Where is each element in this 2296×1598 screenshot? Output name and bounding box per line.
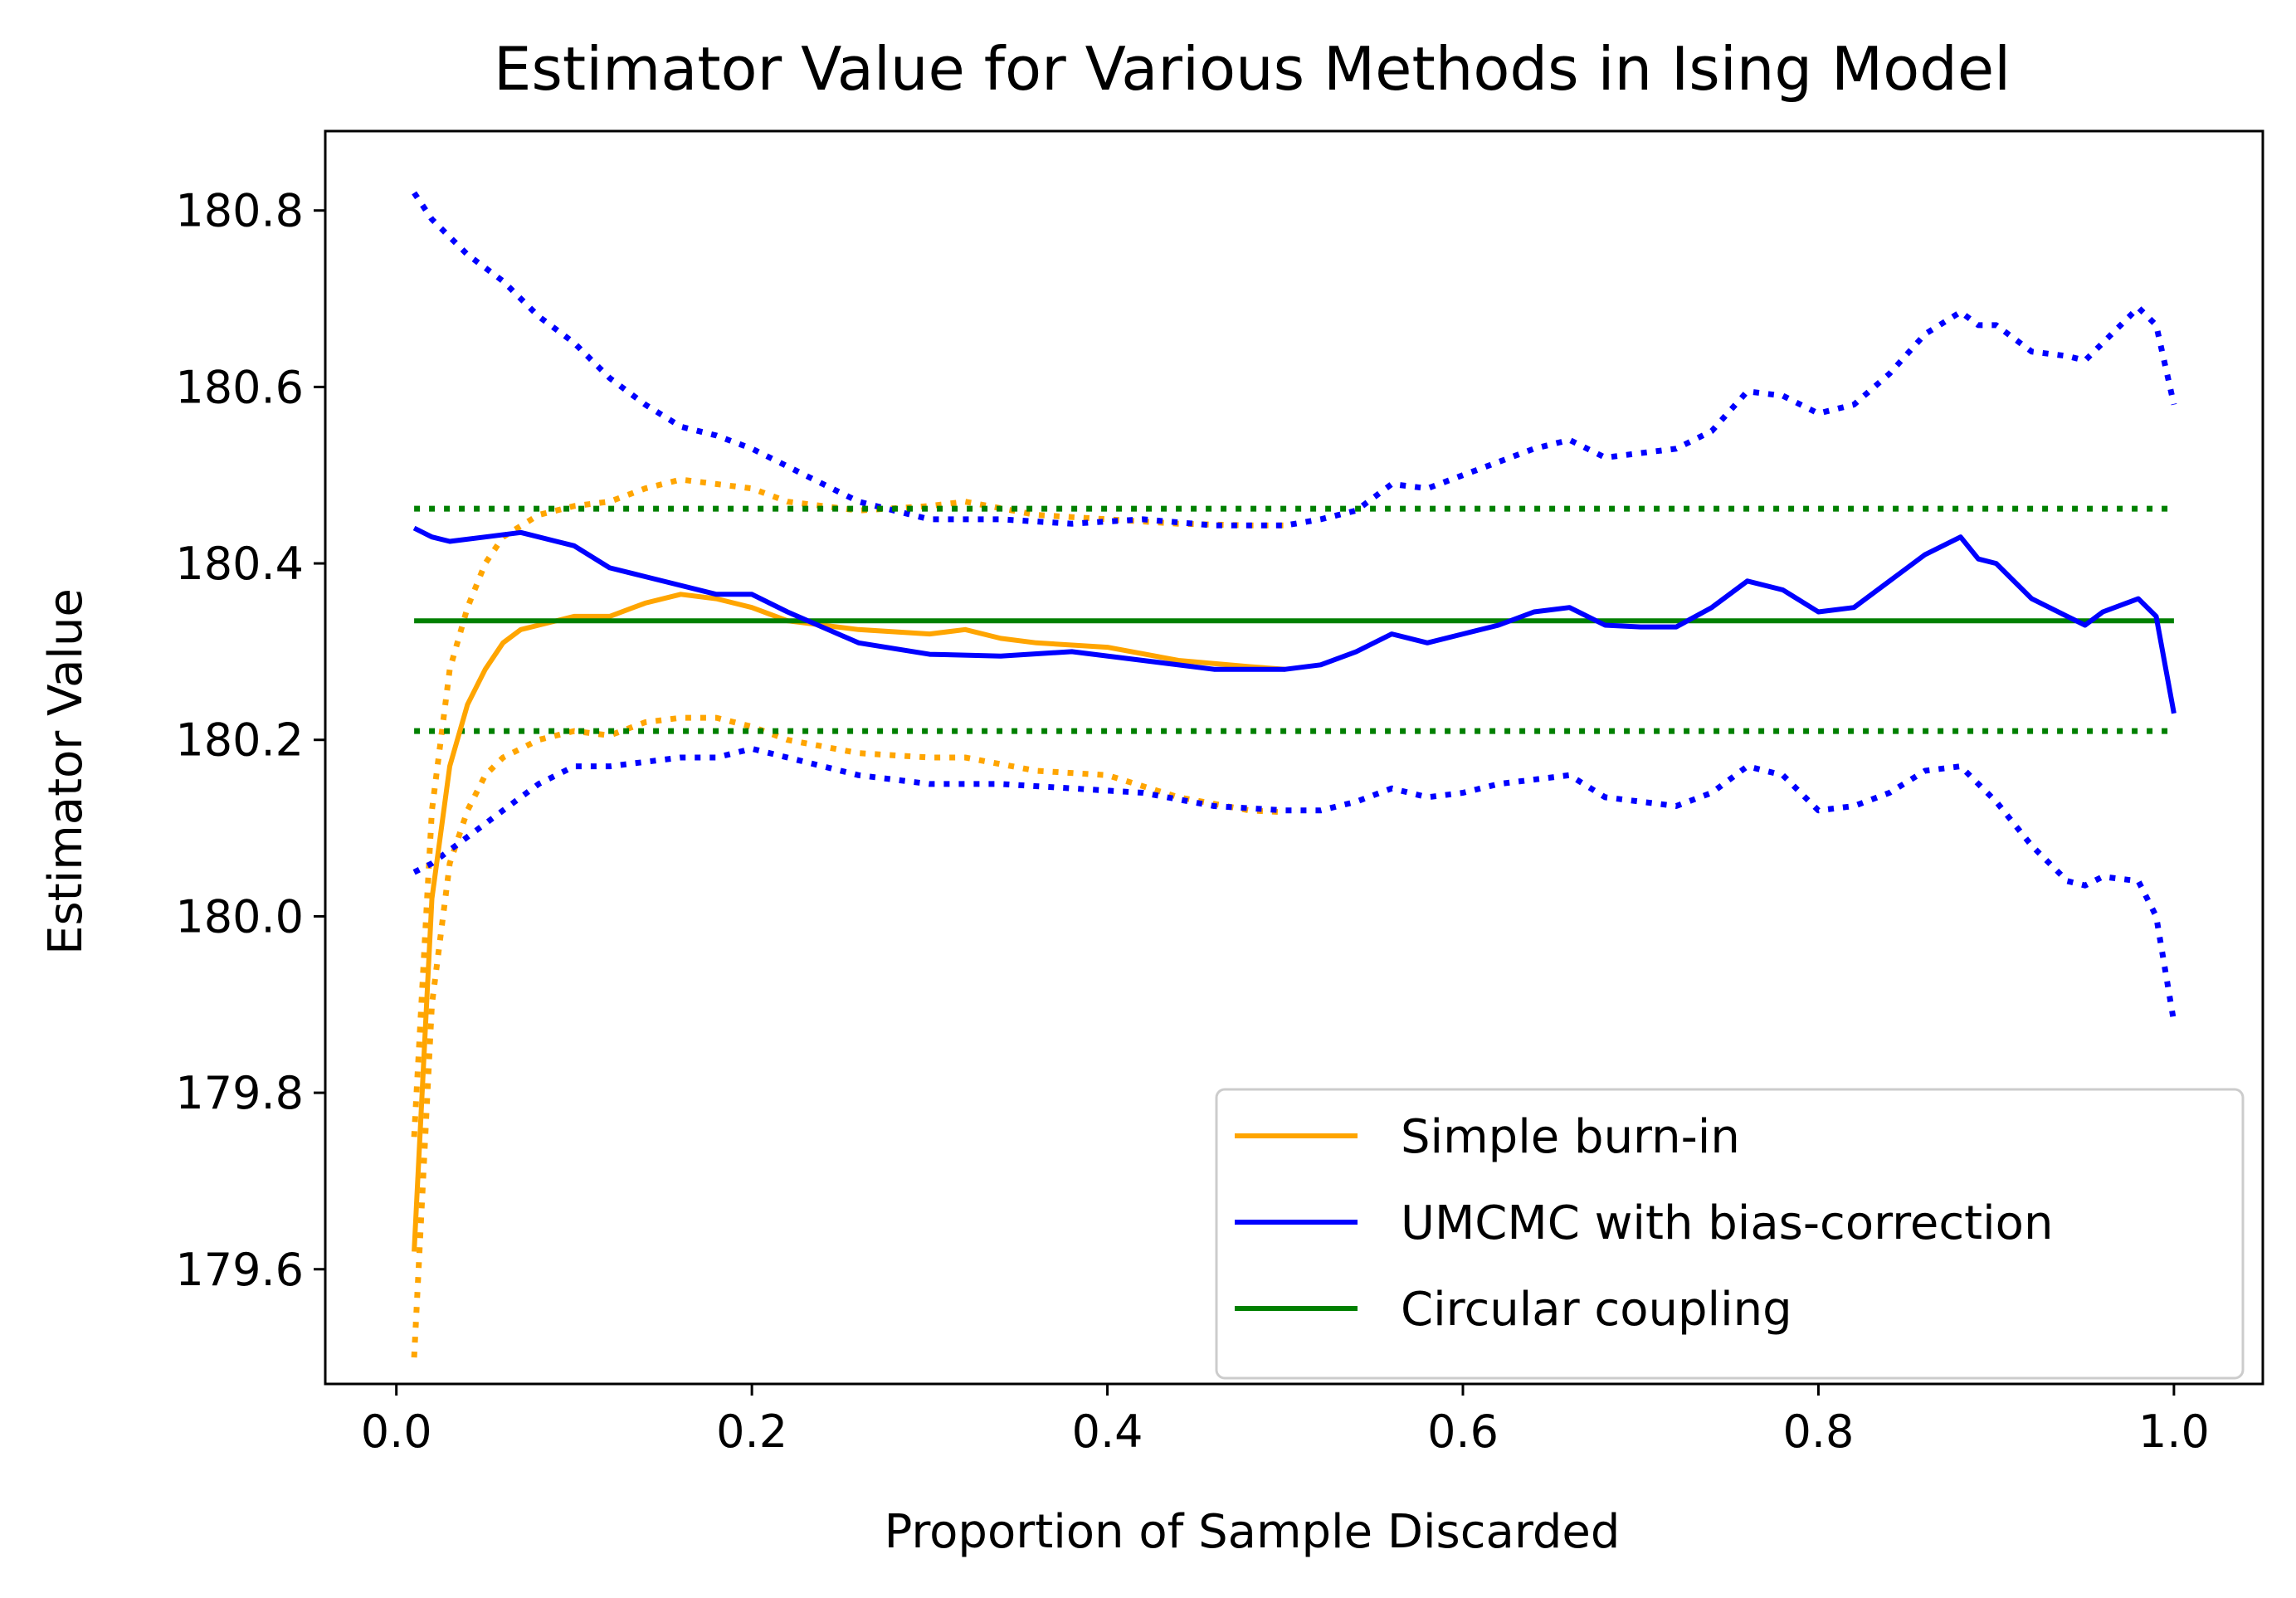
series-line-umcmc-with-bias-correction: [412, 525, 2177, 714]
x-tick-label: 1.0: [2138, 1406, 2210, 1458]
series-bound-line-3: [411, 476, 1285, 1138]
y-tick-label: 180.4: [175, 538, 304, 590]
legend: Simple burn-in UMCMC with bias-correction…: [1215, 1088, 2245, 1380]
plot-frame: [324, 129, 2264, 1386]
plot-area: 0.0 0.2 0.4 0.6 0.8 1.0 179.6 179.8 180.0 180.2 18…: [175, 129, 2264, 1458]
x-axis-label: Proportion of Sample Discarded: [885, 1505, 1621, 1559]
y-tick-label: 179.6: [175, 1244, 304, 1296]
legend-label-simple-burn-in: Simple burn-in: [1401, 1110, 1740, 1164]
x-tick-label: 0.4: [1072, 1406, 1143, 1458]
series-bound-line-6: [412, 745, 2177, 1023]
x-tick-label: 0.6: [1427, 1406, 1499, 1458]
x-tick-label: 0.8: [1783, 1406, 1855, 1458]
series-group: [411, 191, 2177, 1358]
y-tick-label: 180.0: [175, 890, 304, 943]
chart-title: Estimator Value for Various Methods in I…: [494, 34, 2011, 104]
x-tick-label: 0.0: [361, 1406, 432, 1458]
legend-box: [1215, 1088, 2245, 1380]
legend-label-umcmc-with-bias-correction: UMCMC with bias-correction: [1401, 1196, 2053, 1250]
y-tick-label: 180.6: [175, 361, 304, 413]
y-tick-label: 179.8: [175, 1067, 304, 1119]
y-axis-label: Estimator Value: [39, 588, 93, 955]
legend-label-circular-coupling: Circular coupling: [1401, 1283, 1792, 1337]
series-bound-line-4: [411, 714, 1285, 1358]
y-tick-label: 180.2: [175, 714, 304, 767]
series-line-simple-burn-in: [412, 592, 1286, 1252]
series-bound-line-5: [412, 191, 2177, 529]
y-tick-label: 180.8: [175, 185, 304, 237]
x-tick-label: 0.2: [716, 1406, 787, 1458]
